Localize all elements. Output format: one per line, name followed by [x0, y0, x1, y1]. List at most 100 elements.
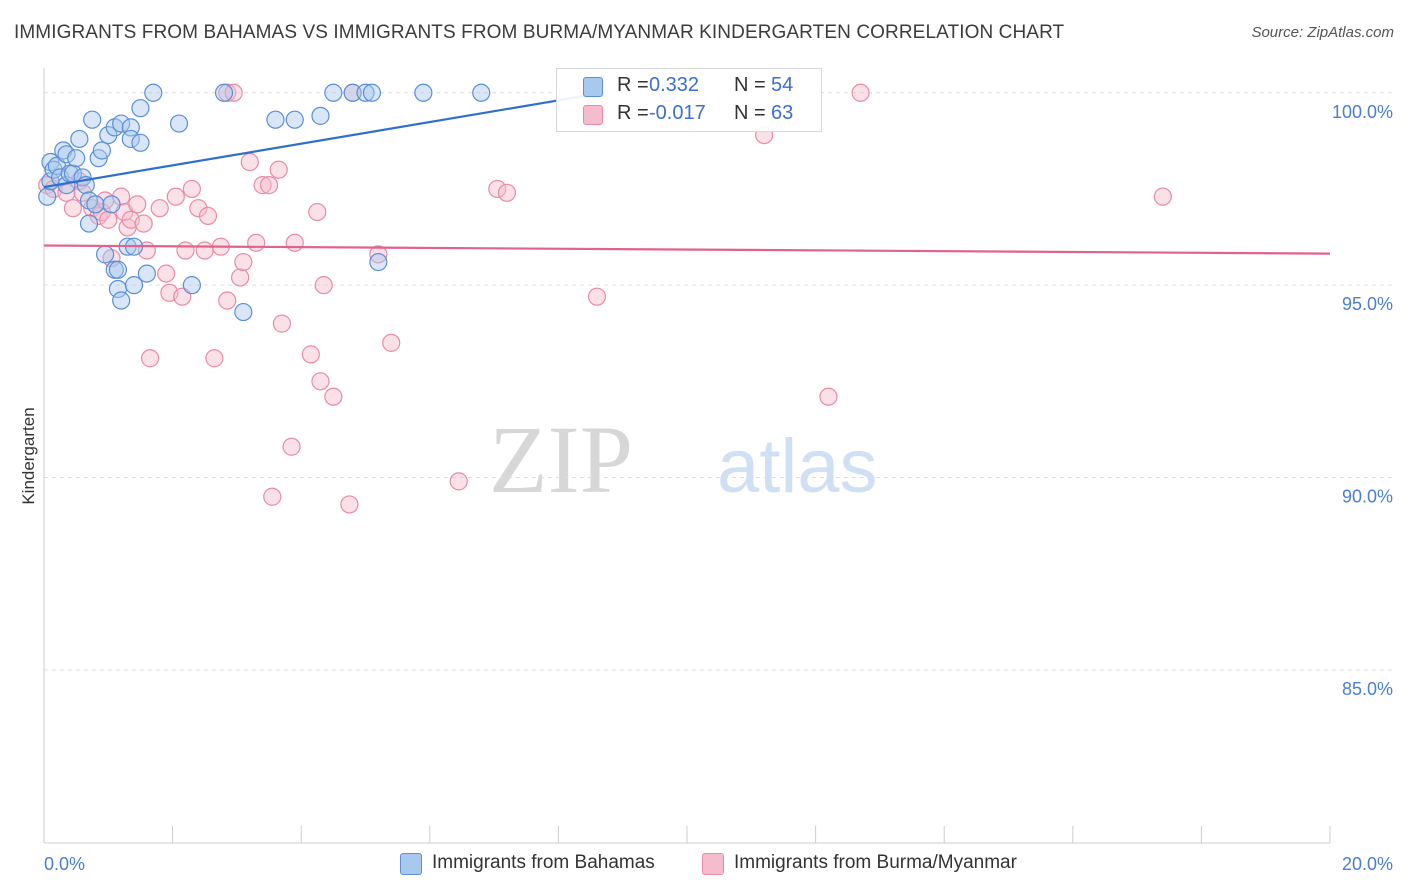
- point-bahamas: [67, 149, 86, 168]
- x-tick-label-max: 20.0%: [1342, 854, 1393, 874]
- legend-n-value: 54: [771, 74, 794, 96]
- point-burma: [587, 287, 607, 306]
- watermark-zip: ZIP: [489, 406, 633, 513]
- legend-label-bahamas: Immigrants from Bahamas: [432, 852, 655, 873]
- point-bahamas: [369, 252, 388, 272]
- point-burma: [1153, 187, 1172, 206]
- point-bahamas: [414, 83, 433, 102]
- point-burma: [324, 387, 343, 406]
- chart-title: IMMIGRANTS FROM BAHAMAS VS IMMIGRANTS FR…: [14, 22, 1065, 43]
- point-burma: [176, 241, 195, 260]
- point-burma: [231, 268, 250, 287]
- point-bahamas: [131, 99, 150, 118]
- point-burma: [449, 472, 468, 491]
- point-burma: [247, 233, 266, 252]
- correlation-legend: R = 0.332 N = 54 R = -0.017 N = 63: [556, 68, 822, 132]
- point-burma: [369, 245, 388, 264]
- point-bahamas: [121, 129, 140, 149]
- y-tick-label: 100.0%: [1332, 102, 1393, 122]
- point-bahamas: [70, 129, 89, 149]
- series-bahamas: [38, 83, 677, 322]
- point-bahamas: [144, 83, 163, 102]
- legend-n-label: N =: [734, 102, 766, 124]
- point-burma: [166, 187, 185, 206]
- point-bahamas: [131, 133, 150, 152]
- point-bahamas: [79, 214, 99, 233]
- y-axis-label: Kindergarten: [19, 407, 38, 504]
- point-burma: [308, 202, 327, 222]
- point-burma: [340, 495, 359, 514]
- point-burma: [150, 199, 169, 218]
- legend-swatch-burma: [702, 853, 724, 875]
- point-bahamas: [311, 106, 330, 125]
- point-bahamas: [92, 141, 111, 160]
- point-burma: [189, 199, 208, 218]
- point-burma: [195, 241, 214, 260]
- grid-lines: [44, 92, 1393, 671]
- point-bahamas: [362, 83, 382, 102]
- trendline-burma: [43, 244, 1331, 255]
- point-burma: [269, 160, 288, 179]
- source-label: Source: ZipAtlas.com: [1251, 24, 1394, 41]
- point-bahamas: [83, 110, 102, 129]
- point-bahamas: [324, 83, 343, 102]
- trendline-bahamas: [43, 91, 604, 189]
- point-burma: [382, 333, 401, 352]
- legend-n-value: 63: [771, 102, 794, 124]
- point-burma: [253, 176, 272, 195]
- point-burma: [99, 210, 118, 229]
- legend-swatch-burma: [583, 105, 603, 125]
- y-tick-label: 90.0%: [1342, 487, 1393, 507]
- point-bahamas: [95, 245, 115, 264]
- legend-swatch-bahamas: [400, 853, 422, 875]
- legend-label-burma: Immigrants from Burma/Myanmar: [734, 852, 1017, 873]
- point-burma: [311, 372, 330, 391]
- point-burma: [851, 83, 870, 102]
- watermark-atlas: atlas: [717, 424, 878, 509]
- point-burma: [205, 349, 224, 368]
- axes: [43, 68, 1331, 844]
- y-tick-labels: 100.0% 95.0% 90.0% 85.0%: [1332, 102, 1393, 699]
- point-burma: [263, 487, 282, 506]
- point-bahamas: [108, 260, 128, 279]
- point-bahamas: [102, 195, 121, 214]
- point-burma: [128, 195, 147, 214]
- point-burma: [259, 176, 279, 195]
- point-burma: [63, 199, 83, 218]
- point-bahamas: [137, 264, 156, 283]
- point-burma: [314, 276, 333, 295]
- point-burma: [282, 437, 301, 456]
- point-burma: [497, 183, 517, 202]
- point-burma: [157, 264, 176, 283]
- legend-swatch-bahamas: [583, 77, 603, 97]
- point-bahamas: [234, 302, 253, 322]
- point-bahamas: [214, 83, 234, 102]
- series-legend: Immigrants from Bahamas Immigrants from …: [0, 852, 1406, 878]
- y-tick-label: 85.0%: [1342, 679, 1393, 699]
- legend-n-label: N =: [734, 74, 766, 96]
- point-bahamas: [285, 110, 304, 129]
- point-bahamas: [112, 291, 131, 310]
- y-tick-label: 95.0%: [1342, 294, 1393, 314]
- point-bahamas: [169, 114, 189, 133]
- point-bahamas: [124, 276, 144, 295]
- point-burma: [272, 314, 292, 333]
- point-burma: [182, 179, 201, 199]
- legend-r-label: R =: [617, 102, 649, 124]
- point-burma: [819, 387, 838, 406]
- point-bahamas: [472, 83, 491, 102]
- point-burma: [140, 349, 160, 368]
- trend-lines: [43, 91, 1331, 255]
- point-bahamas: [112, 114, 131, 133]
- point-burma: [488, 179, 507, 199]
- point-bahamas: [356, 83, 375, 102]
- point-burma: [240, 152, 259, 172]
- point-bahamas: [86, 195, 105, 214]
- point-bahamas: [182, 276, 201, 295]
- point-burma: [198, 206, 218, 225]
- point-burma: [224, 83, 243, 102]
- point-bahamas: [38, 187, 57, 206]
- point-bahamas: [57, 145, 76, 164]
- point-bahamas: [266, 110, 285, 129]
